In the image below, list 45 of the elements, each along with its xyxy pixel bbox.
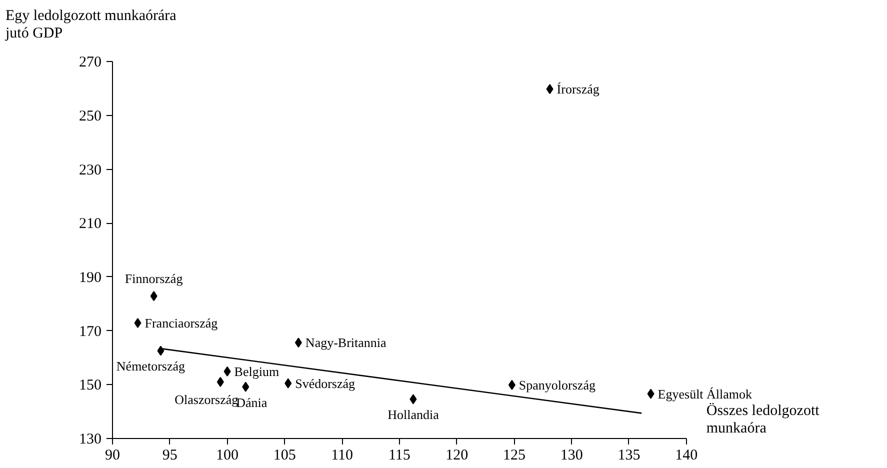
- x-tick-label: 105: [273, 448, 296, 464]
- x-axis-title: Összes ledolgozott munkaóra: [706, 402, 820, 436]
- y-tick-label: 130: [79, 432, 102, 448]
- point: [242, 382, 250, 392]
- y-tick-label: 210: [79, 216, 102, 232]
- y-tick-label: 150: [79, 378, 102, 394]
- point: [216, 376, 224, 387]
- y-tick-label: 190: [79, 270, 102, 286]
- point: [157, 346, 164, 356]
- y-tick-label: 230: [79, 162, 102, 178]
- x-tick-label: 140: [675, 448, 698, 464]
- annotation: Spanyolország: [518, 377, 596, 392]
- x-tick-label: 100: [216, 448, 239, 464]
- point: [284, 378, 292, 388]
- x-tick-label: 95: [162, 448, 178, 464]
- point: [508, 380, 516, 390]
- annotation: Svédország: [295, 376, 356, 391]
- annotation: Olaszország: [174, 392, 239, 407]
- annotation: Franciaország: [144, 316, 218, 330]
- annotation: Hollandia: [388, 407, 440, 422]
- point: [546, 84, 554, 94]
- y-tick-label: 270: [79, 54, 102, 71]
- annotation: Finnország: [124, 271, 184, 286]
- x-tick-label: 125: [502, 448, 526, 464]
- annotation: Írország: [556, 82, 600, 97]
- y-tick-label: 250: [79, 108, 102, 124]
- x-tick-label: 110: [331, 448, 354, 464]
- point: [294, 338, 302, 348]
- annotation: Dánia: [236, 394, 268, 410]
- x-tick-label: 120: [446, 448, 468, 464]
- x-tick-label: 135: [618, 448, 640, 464]
- x-tick-label: 90: [105, 448, 120, 464]
- point: [150, 291, 158, 302]
- y-tick-label: 170: [79, 324, 102, 340]
- x-tick-label: 130: [560, 448, 583, 464]
- annotation: Egyesült Államok: [658, 386, 753, 402]
- point: [224, 366, 231, 376]
- annotation: Németország: [116, 358, 186, 374]
- point: [134, 318, 142, 328]
- annotation: Belgium: [234, 364, 280, 379]
- x-tick-label: 115: [388, 448, 410, 464]
- y-axis-title: Egy ledolgozott munkaórára jutó GDP: [4, 8, 177, 42]
- annotation: Nagy-Britannia: [305, 335, 387, 350]
- point: [410, 394, 417, 404]
- point: [647, 388, 654, 399]
